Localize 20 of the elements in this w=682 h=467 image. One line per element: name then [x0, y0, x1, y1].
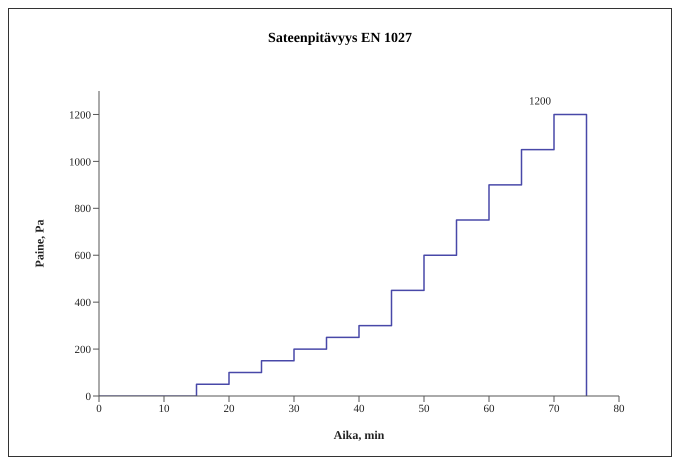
- x-tick-label: 40: [354, 402, 365, 415]
- x-tick-label: 20: [224, 402, 235, 415]
- y-axis-title: Paine, Pa: [32, 220, 46, 268]
- x-tick-label: 60: [484, 402, 495, 415]
- x-tick-label: 0: [96, 402, 102, 415]
- y-tick-label: 1200: [69, 109, 92, 122]
- y-tick-label: 1000: [69, 156, 92, 168]
- x-tick-label: 10: [158, 402, 170, 415]
- y-tick-label: 0: [86, 390, 92, 403]
- x-axis-title: Aika, min: [334, 428, 385, 442]
- y-tick-label: 600: [74, 250, 92, 262]
- x-tick-label: 80: [614, 402, 625, 415]
- y-tick-label: 200: [74, 344, 92, 356]
- chart-title: Sateenpitävyys EN 1027: [267, 31, 413, 48]
- x-tick-label: 50: [418, 402, 430, 415]
- y-tick-label: 400: [74, 297, 92, 310]
- annotation: 1200: [529, 95, 552, 108]
- y-tick-label: 800: [74, 203, 92, 216]
- x-tick-label: 30: [288, 402, 300, 415]
- x-tick-label: 70: [548, 402, 560, 415]
